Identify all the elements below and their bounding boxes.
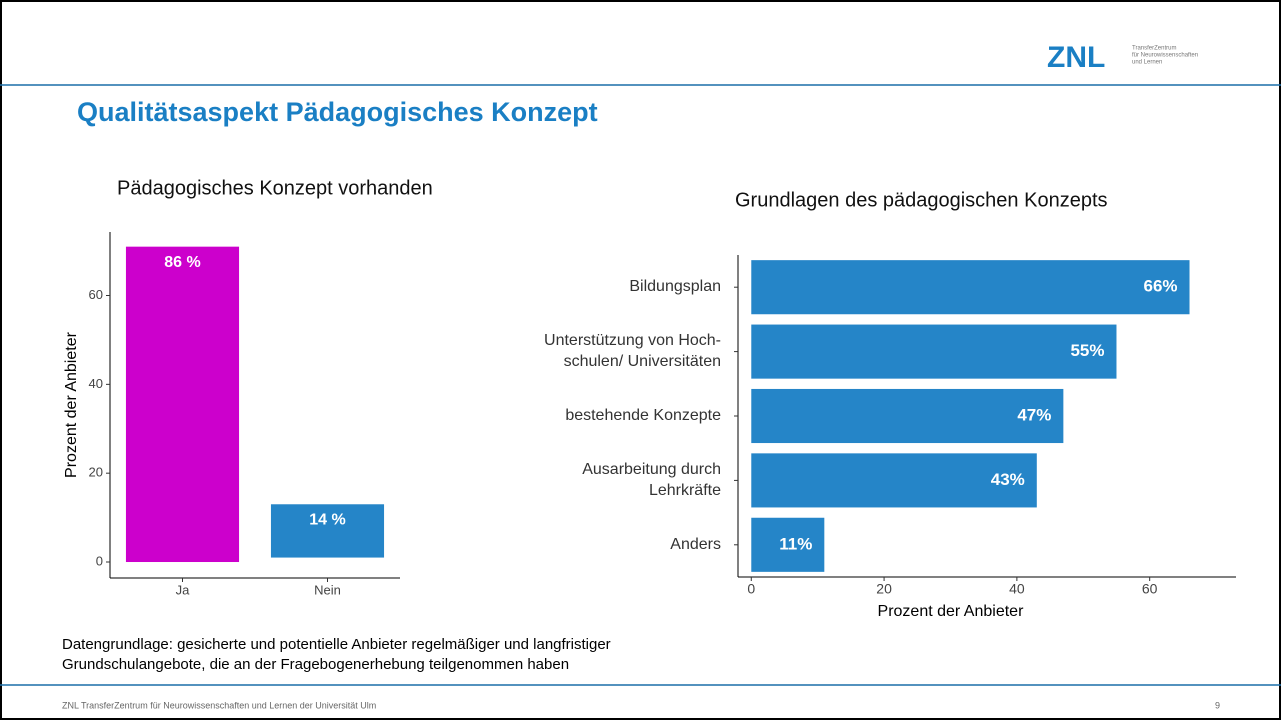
- chart-title: Grundlagen des pädagogischen Konzepts: [735, 189, 1108, 211]
- value-label: 11%: [779, 534, 812, 553]
- bar: [751, 453, 1037, 508]
- x-tick-label: 0: [747, 581, 755, 597]
- bar: [751, 260, 1190, 315]
- x-tick-label: 60: [1142, 581, 1158, 597]
- y-tick-label: Unterstützung von Hoch-schulen/ Universi…: [544, 332, 721, 370]
- y-axis-label: Prozent der Anbieter: [63, 331, 80, 478]
- value-label: 66%: [1143, 277, 1177, 296]
- value-label: 43%: [991, 470, 1025, 489]
- bar: [751, 517, 825, 572]
- logo-line: TransferZentrum: [1132, 46, 1176, 52]
- chart-title: Pädagogisches Konzept vorhanden: [117, 177, 433, 199]
- bar: [270, 504, 385, 558]
- y-tick-label: bestehende Konzepte: [565, 407, 721, 424]
- x-tick-label: 20: [876, 581, 892, 597]
- logo-subtitle: TransferZentrum für Neurowissenschaften …: [1132, 46, 1198, 66]
- page-number: 9: [1215, 700, 1220, 710]
- bar: [125, 246, 240, 563]
- logo: ZNL: [1047, 41, 1105, 74]
- slide-title: Qualitätsaspekt Pädagogisches Konzept: [77, 97, 598, 127]
- y-tick-label: 20: [89, 465, 103, 480]
- y-tick-label: 40: [89, 376, 103, 391]
- logo-line: für Neurowissenschaften: [1132, 53, 1198, 59]
- y-tick-label: 60: [89, 287, 103, 302]
- x-axis-label: Prozent der Anbieter: [878, 603, 1025, 620]
- footer: ZNL TransferZentrum für Neurowissenschaf…: [62, 700, 376, 710]
- logo-line: und Lernen: [1132, 60, 1162, 66]
- bar-label: 14 %: [309, 511, 345, 528]
- y-tick-label: Bildungsplan: [629, 278, 721, 295]
- bar-label: 86 %: [164, 254, 200, 271]
- bar: [751, 324, 1117, 379]
- note: Grundschulangebote, die an der Frageboge…: [62, 656, 569, 673]
- y-tick-label: Ausarbeitung durch Lehrkräfte: [582, 461, 721, 499]
- x-tick-label: 40: [1009, 581, 1025, 597]
- y-tick-label: Anders: [670, 536, 721, 553]
- value-label: 47%: [1017, 405, 1051, 424]
- x-tick-label: Nein: [314, 582, 341, 597]
- note: Datengrundlage: gesicherte und potentiel…: [62, 636, 611, 653]
- y-tick-label: 0: [96, 553, 103, 568]
- value-label: 55%: [1070, 341, 1104, 360]
- bar: [751, 388, 1064, 444]
- x-tick-label: Ja: [176, 582, 191, 597]
